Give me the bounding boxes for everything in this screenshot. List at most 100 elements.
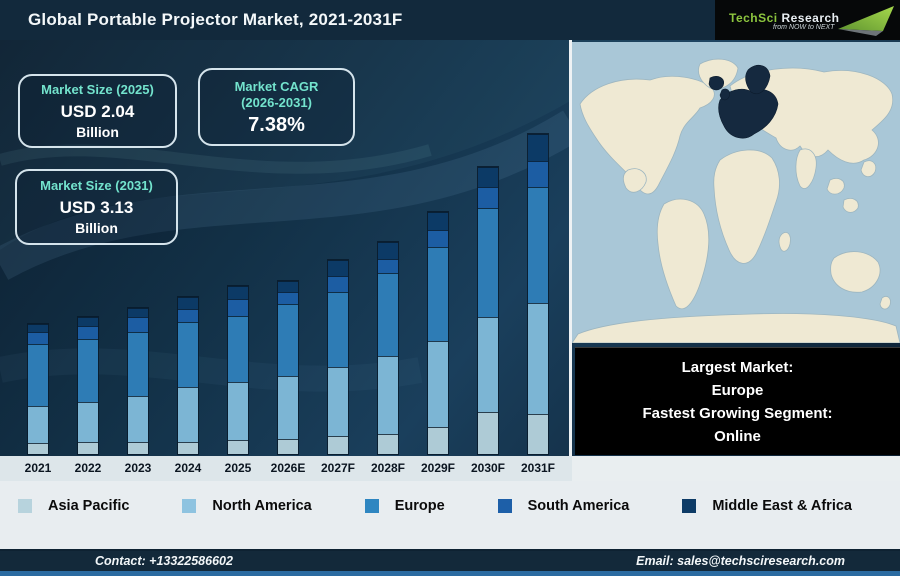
legend-item-asia-pacific: Asia Pacific [18,498,129,514]
bar-segment-north-america [328,367,348,436]
bar-2023 [127,307,149,455]
bar-segment-europe [278,304,298,376]
x-axis-label-2022: 2022 [74,461,102,475]
bar-segment-asia-pacific [28,443,48,454]
bar-segment-south-america [478,187,498,208]
stat-value: 7.38% [248,113,305,136]
bar-segment-north-america [428,341,448,427]
bar-2029F [427,211,449,455]
footer-contact: Contact: +13322586602 [95,554,233,568]
bar-segment-middle-east-africa [228,286,248,299]
info-box-largest-market: Largest Market: Europe Fastest Growing S… [575,347,900,455]
logo-brand-primary: TechSci [729,11,782,25]
bar-2022 [77,316,99,455]
logo-brand-secondary: Research [781,11,840,25]
bar-segment-asia-pacific [178,442,198,454]
bar-segment-north-america [78,402,98,442]
largest-market-label: Largest Market: [681,358,794,376]
bar-segment-middle-east-africa [28,324,48,332]
stat-box-market-size-2025: Market Size (2025) USD 2.04 Billion [18,74,177,148]
bar-segment-asia-pacific [328,436,348,454]
bar-segment-europe [78,339,98,402]
stat-label: Market CAGR [234,78,319,94]
legend-item-south-america: South America [497,498,629,514]
legend-swatch-icon [364,499,379,513]
bar-2024 [177,296,199,455]
logo-arrow-icon [838,6,894,36]
x-axis-label-2029F: 2029F [420,461,456,475]
x-axis-right-filler [572,456,900,481]
bar-segment-north-america [278,376,298,439]
bar-segment-asia-pacific [278,439,298,454]
stat-unit: Billion [75,219,118,236]
legend-swatch-icon [18,499,32,513]
bar-segment-europe [328,292,348,367]
x-axis-label-2026E: 2026E [270,461,306,475]
legend: Asia Pacific North America Europe South Ame… [0,498,900,514]
bar-segment-europe [528,187,548,303]
bar-segment-asia-pacific [428,427,448,454]
techsci-logo: TechSci Research from NOW to NEXT [715,0,900,40]
bar-2028F [377,241,399,455]
bar-segment-asia-pacific [528,414,548,454]
legend-label: Middle East & Africa [712,498,852,514]
bar-segment-europe [378,273,398,356]
stat-label-line2: (2026-2031) [241,94,312,110]
legend-item-europe: Europe [364,498,445,514]
bar-segment-middle-east-africa [78,317,98,326]
footer-email: Email: sales@techsciresearch.com [636,554,845,568]
bar-segment-north-america [228,382,248,440]
stat-box-market-size-2031: Market Size (2031) USD 3.13 Billion [15,169,178,245]
bar-segment-asia-pacific [378,434,398,454]
bar-segment-north-america [128,396,148,442]
legend-swatch-icon [182,499,197,513]
x-axis-label-2024: 2024 [174,461,202,475]
x-axis: 2021 2022 2023 2024 2025 2026E 2027F 2028F 2029F… [0,456,572,481]
stat-value: USD 2.04 [60,101,135,121]
legend-item-middle-east-africa: Middle East & Africa [682,498,852,514]
stat-unit: Billion [76,123,119,140]
legend-strip: Asia Pacific North America Europe South Ame… [0,481,900,549]
logo-tagline: from NOW to NEXT [773,24,835,31]
bar-segment-south-america [28,332,48,344]
x-axis-label-2023: 2023 [124,461,152,475]
bar-segment-asia-pacific [128,442,148,454]
bar-2026E [277,280,299,455]
bar-segment-south-america [228,299,248,316]
legend-swatch-icon [682,499,697,513]
bar-segment-south-america [378,259,398,273]
x-axis-label-2031F: 2031F [520,461,556,475]
legend-label: Europe [394,498,445,514]
x-axis-label-2025: 2025 [224,461,252,475]
legend-item-north-america: North America [182,498,312,514]
bar-segment-south-america [78,326,98,339]
x-axis-label-2027F: 2027F [320,461,356,475]
x-axis-label-2030F: 2030F [470,461,506,475]
bar-segment-south-america [128,317,148,332]
bar-segment-europe [178,322,198,387]
stat-value: USD 3.13 [59,197,134,217]
fastest-segment-value: Online [714,427,761,445]
bar-segment-middle-east-africa [328,260,348,276]
bar-2025 [227,285,249,455]
bar-segment-north-america [478,317,498,412]
bars-layer [0,40,572,456]
bar-segment-middle-east-africa [428,212,448,230]
bar-segment-europe [128,332,148,396]
stat-box-market-cagr: Market CAGR (2026-2031) 7.38% [198,68,355,146]
bar-segment-asia-pacific [228,440,248,454]
bar-segment-middle-east-africa [528,134,548,161]
bar-2030F [477,166,499,455]
stat-label: Market Size (2025) [41,81,154,97]
bar-segment-north-america [528,303,548,414]
right-column: Largest Market: Europe Fastest Growing S… [569,40,900,456]
bar-segment-asia-pacific [78,442,98,454]
bar-segment-north-america [28,406,48,443]
bar-segment-south-america [528,161,548,187]
bar-segment-north-america [378,356,398,434]
bar-segment-south-america [178,309,198,322]
bar-segment-north-america [178,387,198,442]
x-axis-label-2021: 2021 [24,461,52,475]
bar-2031F [527,133,549,455]
